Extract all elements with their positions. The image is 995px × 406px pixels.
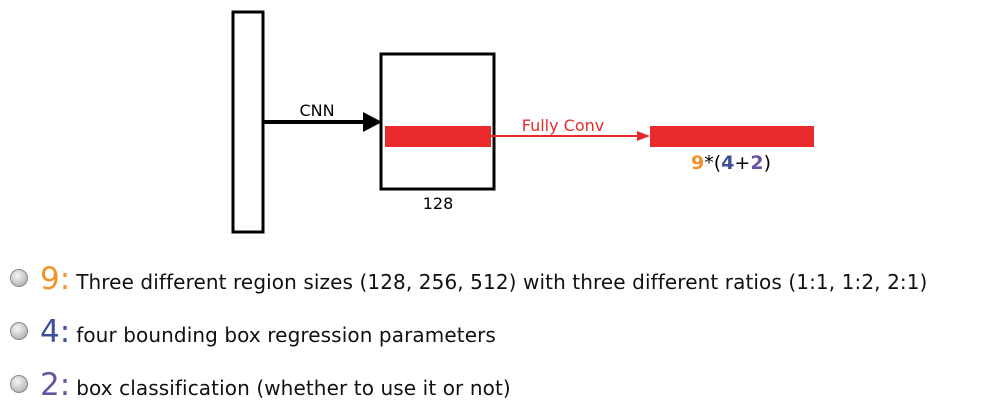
output-red-bar [650, 126, 814, 147]
feature-map-red-bar [385, 126, 491, 147]
bullet-number-2: 2 [40, 367, 60, 403]
formula-4: 4 [721, 152, 734, 174]
bullet-colon: : [59, 261, 71, 297]
bullet-item-4: 4 : four bounding box regression paramet… [10, 317, 496, 348]
bullet-text-9: Three different region sizes (128, 256, … [76, 270, 928, 294]
feature-size-label: 128 [423, 194, 454, 213]
formula-9: 9 [691, 152, 704, 174]
bullet-item-9: 9 : Three different region sizes (128, 2… [10, 264, 927, 295]
cnn-arrowhead [363, 112, 382, 132]
formula-op3: ) [764, 152, 771, 174]
bullet-text-2: box classification (whether to use it or… [76, 376, 511, 400]
formula-op1: *( [704, 152, 721, 174]
feature-map-box [379, 52, 496, 191]
output-formula: 9*(4+2) [691, 152, 771, 174]
input-image-box [231, 10, 265, 234]
bullet-number-4: 4 [40, 314, 60, 350]
cnn-label: CNN [299, 101, 334, 120]
fully-conv-arrowhead [637, 131, 650, 141]
bullet-dot-icon [10, 268, 28, 287]
formula-op2: + [734, 152, 750, 174]
bullet-colon: : [59, 314, 71, 350]
bullet-text-4: four bounding box regression parameters [76, 323, 496, 347]
formula-2: 2 [750, 152, 763, 174]
bullet-item-2: 2 : box classification (whether to use i… [10, 370, 511, 401]
fully-conv-label: Fully Conv [522, 116, 604, 135]
bullet-colon: : [59, 367, 71, 403]
bullet-number-9: 9 [40, 261, 60, 297]
bullet-dot-icon [10, 374, 28, 393]
bullet-dot-icon [10, 321, 28, 340]
